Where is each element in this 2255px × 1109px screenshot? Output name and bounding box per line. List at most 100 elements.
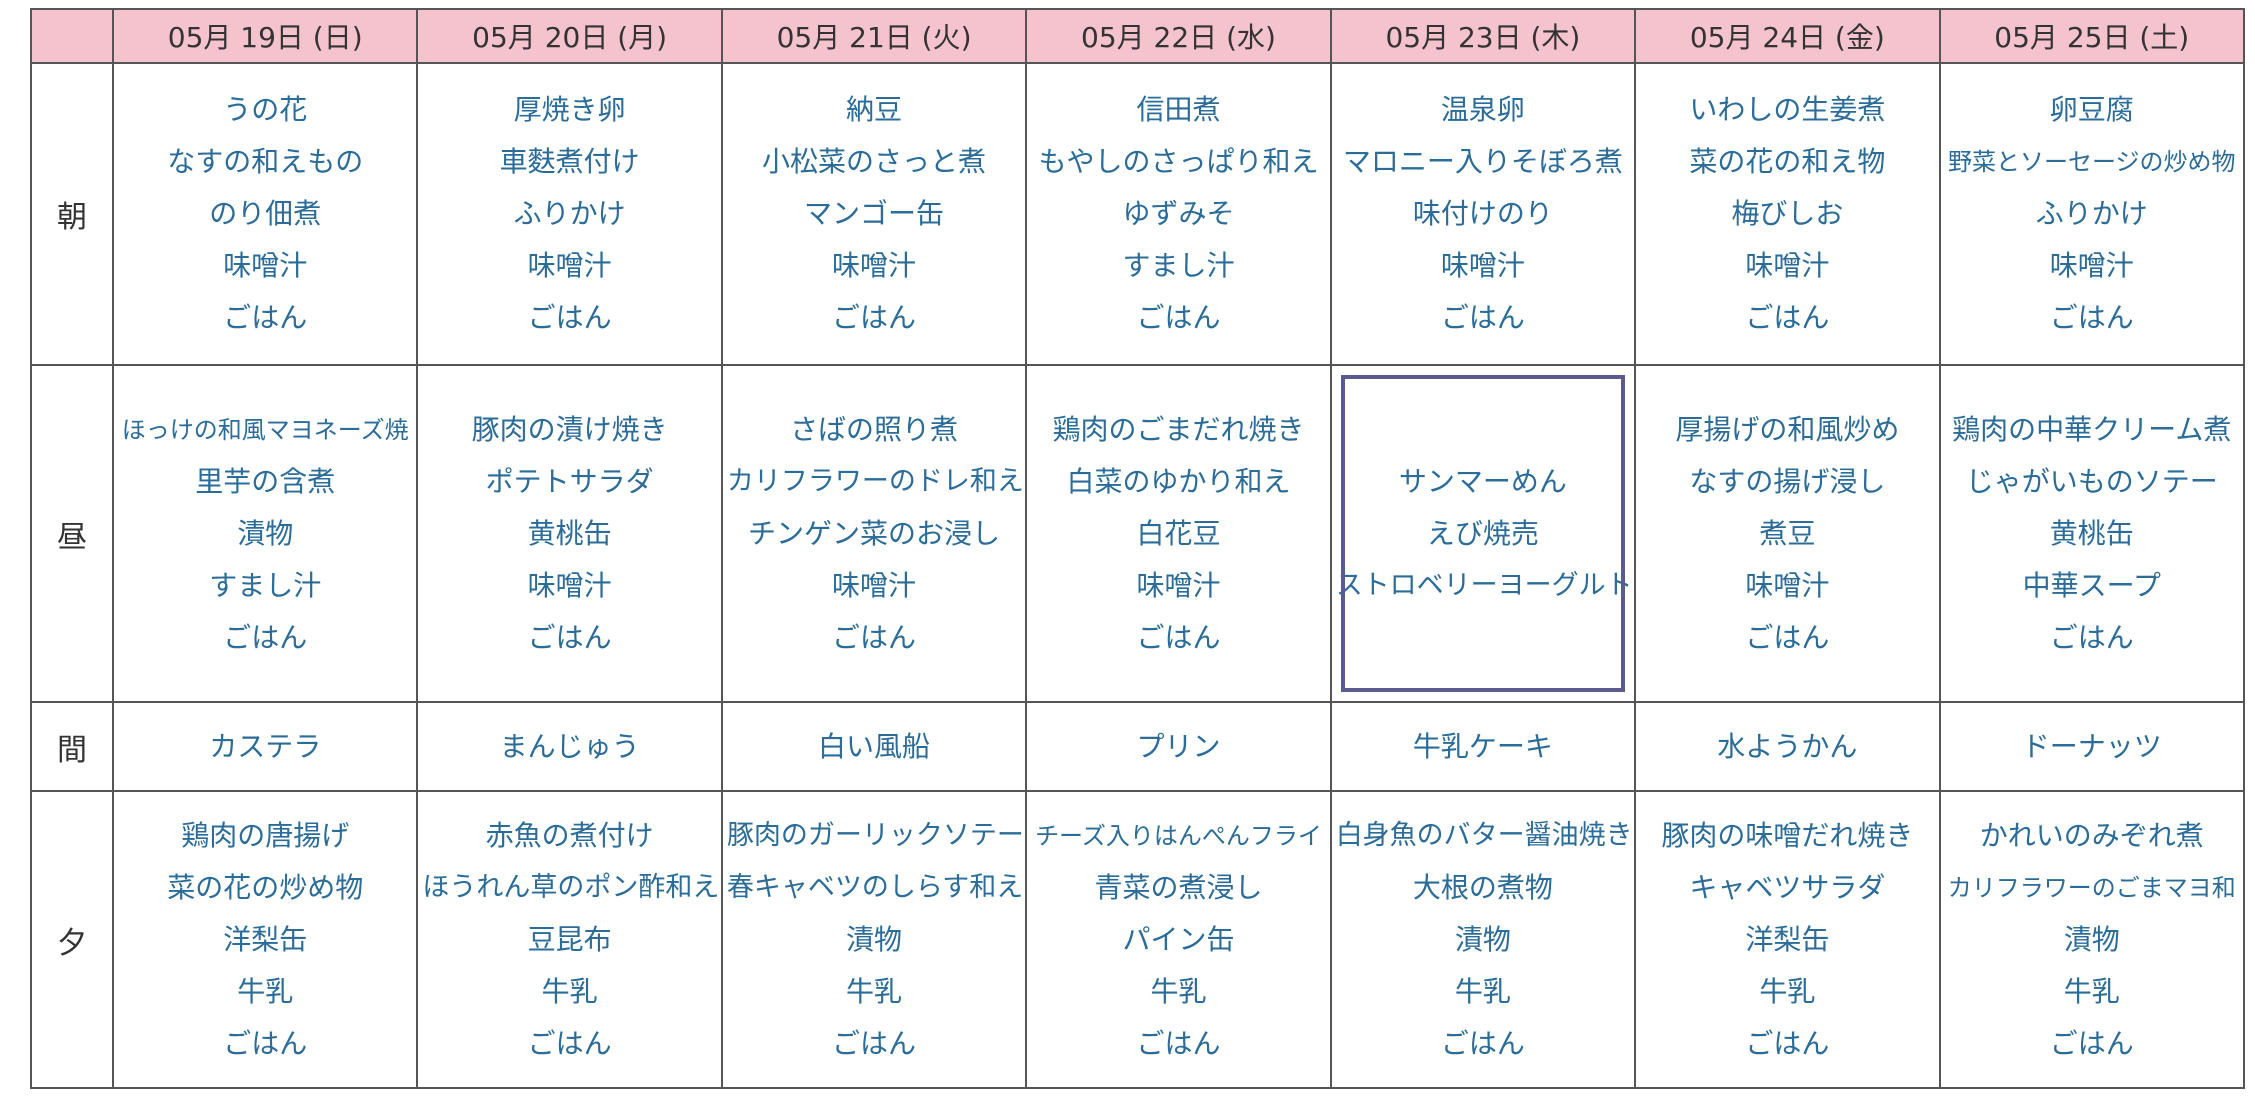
dish: 味噌汁 — [832, 249, 917, 282]
dish: 牛乳 — [1150, 974, 1207, 1008]
dish: ごはん — [2049, 620, 2134, 654]
dish: いわしの生姜煮 — [1689, 93, 1886, 126]
dish: キャベツサラダ — [1689, 870, 1886, 904]
dish: 豚肉のガーリックソテー — [726, 819, 1024, 851]
dish: 白身魚のバター醤油焼き — [1335, 819, 1633, 851]
menu-cell: 水ようかん — [1634, 701, 1941, 792]
dish: マロニー入りそぼろ煮 — [1342, 145, 1623, 178]
dish: 菜の花の炒め物 — [167, 870, 364, 904]
dish: ごはん — [223, 1026, 308, 1060]
menu-cell: 牛乳ケーキ — [1329, 701, 1637, 792]
dish: 味噌汁 — [1136, 568, 1221, 602]
menu-cell: ほっけの和風マヨネーズ焼 里芋の含煮 漬物 すまし汁 ごはん — [111, 364, 419, 703]
dish: 豚肉の味噌だれ焼き — [1661, 818, 1914, 852]
dish: ほうれん草のポン酢和え — [422, 871, 720, 903]
header: 05月 19日 (日) 05月 20日 (月) 05月 21日 (火) 05月 22日… — [30, 8, 2246, 64]
dish: 味噌汁 — [832, 568, 917, 602]
table-body: 朝うの花 なすの和えもの のり佃煮 味噌汁 ごはん 厚焼き卵 車麩煮付け ふりかけ 味噌汁 ごはん… — [30, 62, 2246, 1089]
dish: 味噌汁 — [2049, 249, 2134, 282]
dish: 中華スープ — [2022, 568, 2161, 602]
dish: 鶏肉のごまだれ焼き — [1052, 412, 1305, 446]
dish: ごはん — [527, 301, 612, 334]
dish: 味噌汁 — [1440, 249, 1525, 282]
dish: 煮豆 — [1759, 516, 1816, 550]
menu-cell: 豚肉のガーリックソテー 春キャベツのしらす和え 漬物 牛乳 ごはん — [720, 790, 1028, 1089]
dish: なすの揚げ浸し — [1689, 464, 1886, 498]
dish: 青菜の煮浸し — [1094, 870, 1263, 904]
day-header: 05月 19日 (日) — [111, 8, 419, 64]
dish: ほっけの和風マヨネーズ焼 — [121, 415, 409, 444]
dish: サンマーめん — [1398, 464, 1567, 498]
dish: 菜の花の和え物 — [1689, 145, 1886, 178]
dish: のり佃煮 — [209, 197, 322, 230]
dish: ごはん — [1440, 301, 1525, 334]
dish: 温泉卵 — [1440, 93, 1525, 126]
dish: ごはん — [1136, 1026, 1221, 1060]
dish: すまし汁 — [1122, 249, 1235, 282]
menu-cell: 卵豆腐 野菜とソーセージの炒め物 ふりかけ 味噌汁 ごはん — [1938, 62, 2246, 366]
dish: 豚肉の漬け焼き — [471, 412, 668, 446]
dish: 白い風船 — [818, 729, 931, 763]
dish: ごはん — [527, 1026, 612, 1060]
dish: 卵豆腐 — [2049, 93, 2134, 126]
dish: かれいのみぞれ煮 — [1979, 818, 2204, 852]
dish: 黄桃缶 — [2049, 516, 2134, 550]
dish: なすの和えもの — [167, 145, 364, 178]
dish: 鶏肉の中華クリーム煮 — [1952, 412, 2232, 446]
dish: ドーナッツ — [2021, 729, 2162, 763]
dish: じゃがいものソテー — [1965, 464, 2218, 498]
meal-label: 間 — [30, 701, 114, 792]
day-header: 05月 24日 (金) — [1634, 8, 1941, 64]
menu-cell: 白い風船 — [720, 701, 1028, 792]
menu-cell: 豚肉の味噌だれ焼き キャベツサラダ 洋梨缶 牛乳 ごはん — [1634, 790, 1941, 1089]
day-header: 05月 20日 (月) — [416, 8, 723, 64]
menu-cell: 白身魚のバター醤油焼き 大根の煮物 漬物 牛乳 ごはん — [1329, 790, 1637, 1089]
dish: ごはん — [832, 301, 917, 334]
dish: うの花 — [223, 93, 308, 126]
meal-label: 朝 — [30, 62, 114, 366]
dish: 味噌汁 — [527, 568, 612, 602]
dish: ごはん — [832, 1026, 917, 1060]
dish: 牛乳 — [1454, 974, 1511, 1008]
dish: 厚揚げの和風炒め — [1675, 412, 1900, 446]
dish: マンゴー缶 — [804, 197, 945, 230]
dish: 豆昆布 — [527, 922, 612, 956]
corner — [30, 8, 114, 64]
dish: 納豆 — [846, 93, 903, 126]
dish: 牛乳 — [1759, 974, 1816, 1008]
dish: 梅びしお — [1731, 197, 1844, 230]
dish: ふりかけ — [2035, 197, 2148, 230]
menu-cell: ドーナッツ — [1938, 701, 2246, 792]
menu-cell: 温泉卵 マロニー入りそぼろ煮 味付けのり 味噌汁 ごはん — [1329, 62, 1637, 366]
menu-cell: サンマーめん えび焼売 ストロベリーヨーグルト — [1329, 364, 1637, 703]
dish: カリフラワーのごまマヨ和 — [1947, 873, 2236, 902]
day-header: 05月 22日 (水) — [1025, 8, 1332, 64]
dish: 味噌汁 — [223, 249, 308, 282]
dish: ごはん — [1136, 620, 1221, 654]
day-header: 05月 23日 (木) — [1329, 8, 1637, 64]
dish: ごはん — [1745, 301, 1830, 334]
dish: 漬物 — [2063, 922, 2120, 956]
dish: 牛乳 — [541, 974, 598, 1008]
dish: 洋梨缶 — [223, 922, 308, 956]
dish: 白菜のゆかり和え — [1066, 464, 1291, 498]
dish: ごはん — [2049, 301, 2134, 334]
dish: 黄桃缶 — [527, 516, 612, 550]
menu-cell: チーズ入りはんぺんフライ 青菜の煮浸し パイン缶 牛乳 ごはん — [1025, 790, 1332, 1089]
menu-cell: かれいのみぞれ煮 カリフラワーのごまマヨ和 漬物 牛乳 ごはん — [1938, 790, 2246, 1089]
menu-cell: プリン — [1025, 701, 1332, 792]
day-header: 05月 25日 (土) — [1938, 8, 2246, 64]
dish: 漬物 — [846, 922, 903, 956]
menu-cell: 厚揚げの和風炒め なすの揚げ浸し 煮豆 味噌汁 ごはん — [1634, 364, 1941, 703]
dish: 牛乳ケーキ — [1412, 729, 1553, 763]
menu-cell: 信田煮 もやしのさっぱり和え ゆずみそ すまし汁 ごはん — [1025, 62, 1332, 366]
dish: 厚焼き卵 — [513, 93, 626, 126]
menu-table: 05月 19日 (日) 05月 20日 (月) 05月 21日 (火) 05月 22日… — [30, 8, 2246, 1089]
dish: ふりかけ — [513, 197, 626, 230]
dish: ごはん — [527, 620, 612, 654]
dish: チンゲン菜のお浸し — [748, 516, 1001, 550]
dish: 赤魚の煮付け — [485, 818, 654, 852]
dish: 小松菜のさっと煮 — [762, 145, 987, 178]
